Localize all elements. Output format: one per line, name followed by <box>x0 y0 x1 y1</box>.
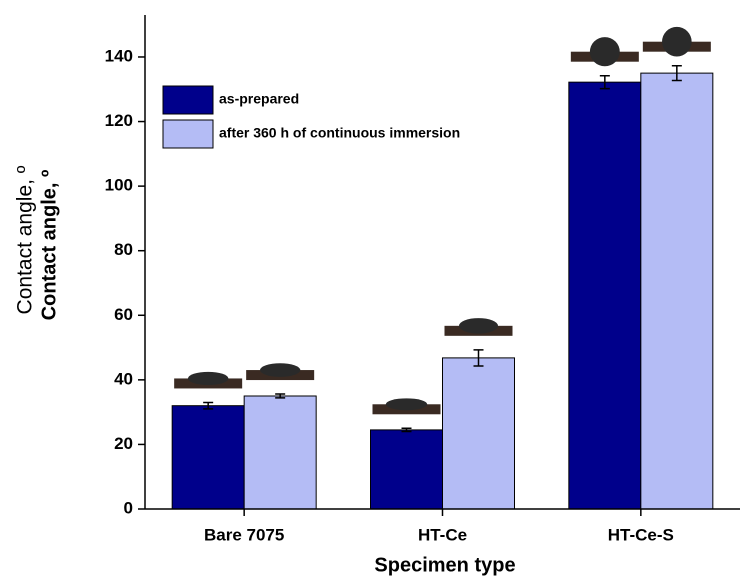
y-tick-label: 80 <box>114 240 133 259</box>
y-tick-label: 60 <box>114 305 133 324</box>
x-tick-label: Bare 7075 <box>204 525 284 544</box>
error-bar <box>599 74 610 90</box>
y-tick-label: 20 <box>114 434 133 453</box>
error-bar <box>401 427 412 433</box>
droplet <box>662 26 692 57</box>
bar <box>442 357 515 510</box>
droplet <box>260 363 301 377</box>
error-bar <box>473 349 484 367</box>
y-axis-title: Contact angle, º <box>38 170 60 321</box>
y-tick-label: 0 <box>124 498 133 517</box>
x-axis-title: Specimen type <box>374 554 515 576</box>
y-tick-label: 120 <box>105 111 133 130</box>
y-tick-label: 140 <box>105 46 133 65</box>
error-bar <box>671 64 682 82</box>
y-tick-label: 40 <box>114 369 133 388</box>
bar <box>640 72 714 510</box>
bar <box>568 81 642 510</box>
legend-label: as-prepared <box>219 91 299 107</box>
legend-label: after 360 h of continuous immersion <box>219 125 460 141</box>
bar <box>243 395 317 510</box>
x-tick-label: HT-Ce-S <box>608 525 674 544</box>
legend-swatch <box>162 119 214 149</box>
y-tick-label: 100 <box>105 176 133 195</box>
bar <box>370 429 443 510</box>
error-bar <box>203 401 214 410</box>
y-axis-title-overlay: Contact angle, º <box>14 165 37 314</box>
error-bar <box>275 393 286 399</box>
legend-swatch <box>162 85 214 115</box>
bar <box>171 405 245 510</box>
droplet <box>187 371 229 386</box>
droplet <box>458 318 499 334</box>
droplet <box>589 37 620 67</box>
droplet <box>385 398 428 411</box>
x-tick-label: HT-Ce <box>418 525 467 544</box>
